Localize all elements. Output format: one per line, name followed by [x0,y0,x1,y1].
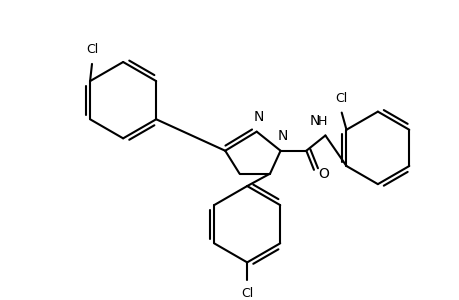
Text: Cl: Cl [86,43,98,56]
Text: N: N [309,114,319,128]
Text: Cl: Cl [241,287,253,300]
Text: Cl: Cl [335,92,347,105]
Text: O: O [318,167,329,181]
Text: N: N [253,110,263,124]
Text: H: H [317,115,326,128]
Text: N: N [277,129,287,143]
